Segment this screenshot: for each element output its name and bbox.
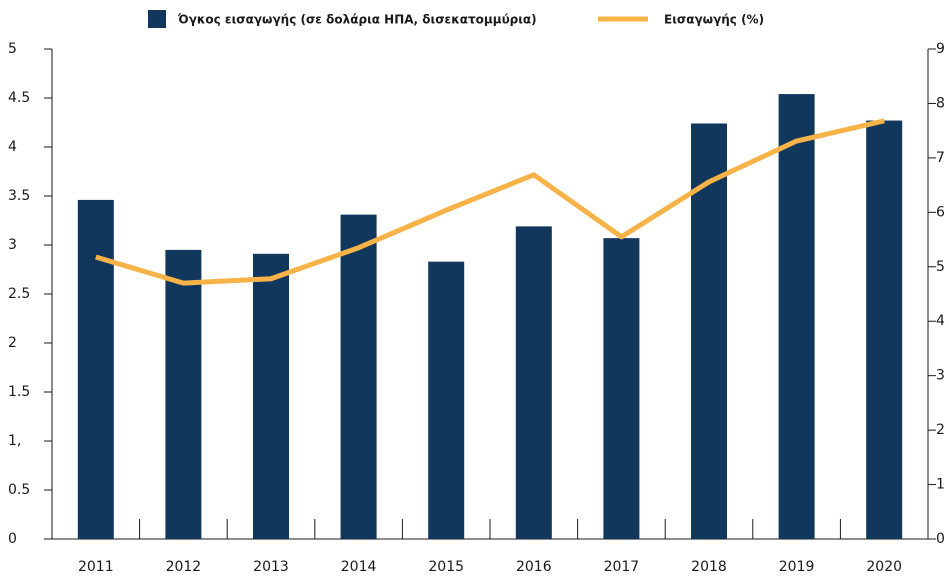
x-tick-label: 2012 <box>166 559 202 575</box>
y-tick-label: 4 <box>8 139 17 155</box>
y2-tick-label: 7 <box>936 150 945 166</box>
x-tick-label: 2016 <box>516 559 552 575</box>
y-tick-label: 0 <box>8 531 17 547</box>
y2-tick-label: 5 <box>936 259 945 275</box>
y2-tick-label: 9 <box>936 41 945 57</box>
legend-label: Όγκος εισαγωγής (σε δολάρια ΗΠΑ, δισεκατ… <box>177 13 537 27</box>
bar <box>165 249 202 539</box>
y-tick-label: 4.5 <box>8 90 30 106</box>
x-tick-label: 2015 <box>428 559 464 575</box>
y-tick-label: 3.5 <box>8 188 30 204</box>
x-tick-label: 2014 <box>341 559 377 575</box>
bar <box>253 253 289 539</box>
bar <box>340 214 377 539</box>
y-tick-label: 5 <box>8 41 17 57</box>
y2-tick-label: 3 <box>936 368 945 384</box>
x-tick-label: 2017 <box>604 559 640 575</box>
x-tick-label: 2020 <box>866 559 902 575</box>
line <box>95 118 885 286</box>
y2-tick-label: 0 <box>936 531 945 547</box>
x-tick-label: 2011 <box>78 559 114 575</box>
bar <box>77 199 114 540</box>
legend-swatch <box>148 10 166 28</box>
legend-label: Εισαγωγής (%) <box>664 13 764 27</box>
x-tick-label: 2013 <box>253 559 289 575</box>
bar <box>778 94 815 539</box>
y-tick-label: 2.5 <box>8 286 30 302</box>
y2-tick-label: 4 <box>936 313 945 329</box>
y2-tick-label: 2 <box>936 422 945 438</box>
bar <box>691 123 727 539</box>
y-tick-label: 1, <box>8 433 21 449</box>
y-tick-label: 1.5 <box>8 384 30 400</box>
y2-tick-label: 1 <box>936 477 945 493</box>
y2-tick-label: 6 <box>936 204 945 220</box>
bar <box>515 226 552 539</box>
y-tick-label: 3 <box>8 237 17 253</box>
bar <box>866 120 903 539</box>
y2-tick-label: 8 <box>936 95 945 111</box>
y-tick-label: 0.5 <box>8 482 30 498</box>
x-tick-label: 2019 <box>779 559 815 575</box>
x-tick-label: 2018 <box>691 559 727 575</box>
bar <box>428 261 465 539</box>
y-tick-label: 2 <box>8 335 17 351</box>
bar <box>603 238 640 539</box>
